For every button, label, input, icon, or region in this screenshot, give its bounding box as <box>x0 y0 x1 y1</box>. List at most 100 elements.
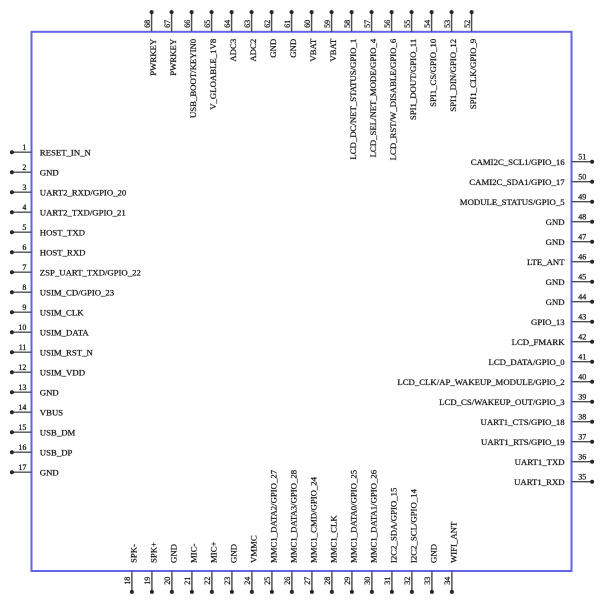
svg-text:UART2_RXD/GPIO_20: UART2_RXD/GPIO_20 <box>40 187 127 197</box>
svg-text:45: 45 <box>578 272 586 281</box>
svg-text:V_GLOABLE_1V8: V_GLOABLE_1V8 <box>208 38 218 110</box>
svg-text:25: 25 <box>263 577 272 585</box>
svg-text:10: 10 <box>18 323 26 332</box>
svg-text:67: 67 <box>163 20 172 28</box>
svg-text:27: 27 <box>303 577 312 585</box>
svg-text:4: 4 <box>22 203 26 212</box>
svg-text:VBAT: VBAT <box>328 38 338 62</box>
svg-text:SPI1_DOUT/GPIO_11: SPI1_DOUT/GPIO_11 <box>408 39 418 120</box>
svg-text:62: 62 <box>263 20 272 28</box>
svg-text:VBUS: VBUS <box>40 407 63 417</box>
svg-text:USIM_VDD: USIM_VDD <box>40 367 85 377</box>
svg-text:36: 36 <box>578 452 586 461</box>
svg-text:HOST_TXD: HOST_TXD <box>40 227 85 237</box>
svg-text:UART1_CTS/GPIO_18: UART1_CTS/GPIO_18 <box>481 417 566 427</box>
svg-text:HOST_RXD: HOST_RXD <box>40 247 86 257</box>
svg-text:55: 55 <box>403 20 412 28</box>
svg-text:53: 53 <box>443 20 452 28</box>
svg-text:24: 24 <box>243 577 252 585</box>
svg-text:6: 6 <box>22 243 26 252</box>
svg-text:MIC-: MIC- <box>188 543 198 563</box>
svg-text:MMC1_DATA2/GPIO_27: MMC1_DATA2/GPIO_27 <box>268 469 278 563</box>
svg-text:I2C2_SCL/GPIO_14: I2C2_SCL/GPIO_14 <box>408 488 418 563</box>
svg-text:USIM_CD/GPIO_23: USIM_CD/GPIO_23 <box>40 287 115 297</box>
svg-text:GND: GND <box>268 39 278 58</box>
svg-text:37: 37 <box>578 432 586 441</box>
svg-text:SPK-: SPK- <box>128 544 138 563</box>
svg-text:UART2_TXD/GPIO_21: UART2_TXD/GPIO_21 <box>40 207 126 217</box>
svg-text:ADC3: ADC3 <box>228 38 238 61</box>
svg-text:39: 39 <box>578 392 586 401</box>
svg-text:59: 59 <box>323 20 332 28</box>
svg-text:PWRKEY: PWRKEY <box>148 38 158 76</box>
svg-text:GND: GND <box>288 39 298 58</box>
svg-text:USIM_DATA: USIM_DATA <box>40 327 90 337</box>
svg-text:LCD_SEL/NET_MODE/GPIO_4: LCD_SEL/NET_MODE/GPIO_4 <box>368 38 378 157</box>
svg-text:42: 42 <box>578 332 586 341</box>
svg-text:8: 8 <box>22 283 26 292</box>
svg-text:WIFI_ANT: WIFI_ANT <box>448 521 458 563</box>
svg-text:7: 7 <box>22 263 26 272</box>
svg-text:68: 68 <box>143 20 152 28</box>
svg-text:11: 11 <box>19 343 27 352</box>
svg-text:65: 65 <box>203 20 212 28</box>
svg-text:40: 40 <box>578 372 586 381</box>
svg-text:LCD_RST/W_DISABLE/GPIO_6: LCD_RST/W_DISABLE/GPIO_6 <box>388 38 398 160</box>
svg-text:USIM_CLK: USIM_CLK <box>40 307 84 317</box>
svg-text:MMC1_DATA3/GPIO_28: MMC1_DATA3/GPIO_28 <box>288 469 298 563</box>
svg-text:CAMI2C_SCL1/GPIO_16: CAMI2C_SCL1/GPIO_16 <box>471 157 565 167</box>
svg-text:49: 49 <box>578 192 586 201</box>
svg-text:GND: GND <box>40 387 59 397</box>
svg-text:MMC1_CLK: MMC1_CLK <box>328 515 338 563</box>
svg-text:35: 35 <box>578 472 586 481</box>
svg-text:51: 51 <box>578 152 586 161</box>
svg-text:16: 16 <box>18 443 26 452</box>
svg-text:MMC1_DATA1/GPIO_26: MMC1_DATA1/GPIO_26 <box>368 469 378 563</box>
svg-text:38: 38 <box>578 412 586 421</box>
svg-text:MMC1_CMD/GPIO_24: MMC1_CMD/GPIO_24 <box>308 476 318 563</box>
svg-text:VMMC: VMMC <box>248 535 258 563</box>
svg-text:58: 58 <box>343 20 352 28</box>
svg-text:32: 32 <box>403 577 412 585</box>
svg-text:USB_BOOT/KEYIN0: USB_BOOT/KEYIN0 <box>188 38 198 118</box>
svg-text:63: 63 <box>243 20 252 28</box>
svg-text:PWRKEY: PWRKEY <box>168 38 178 76</box>
svg-text:SPK+: SPK+ <box>148 542 158 563</box>
svg-text:I2C2_SDA/GPIO_15: I2C2_SDA/GPIO_15 <box>388 487 398 563</box>
svg-text:SPI1_CLK/GPIO_9: SPI1_CLK/GPIO_9 <box>468 38 478 109</box>
svg-text:GND: GND <box>40 467 59 477</box>
svg-text:64: 64 <box>223 20 232 28</box>
svg-text:LCD_FMARK: LCD_FMARK <box>512 337 566 347</box>
svg-text:57: 57 <box>363 20 372 28</box>
svg-text:29: 29 <box>343 577 352 585</box>
svg-text:30: 30 <box>363 577 372 585</box>
svg-text:47: 47 <box>578 232 586 241</box>
svg-text:21: 21 <box>183 577 192 585</box>
svg-text:SPI1_CS/GPIO_10: SPI1_CS/GPIO_10 <box>428 38 438 107</box>
svg-text:41: 41 <box>578 352 586 361</box>
svg-text:26: 26 <box>283 577 292 585</box>
svg-text:RESET_IN_N: RESET_IN_N <box>40 147 92 157</box>
svg-text:43: 43 <box>578 312 586 321</box>
svg-text:54: 54 <box>423 20 432 28</box>
svg-text:28: 28 <box>323 577 332 585</box>
svg-text:MIC+: MIC+ <box>208 541 218 563</box>
svg-text:20: 20 <box>163 577 172 585</box>
svg-text:USB_DM: USB_DM <box>40 427 76 437</box>
svg-text:19: 19 <box>143 577 152 585</box>
svg-text:9: 9 <box>22 303 26 312</box>
svg-text:31: 31 <box>383 577 392 585</box>
svg-text:LCD_CS/WAKEUP_OUT/GPIO_3: LCD_CS/WAKEUP_OUT/GPIO_3 <box>439 397 565 407</box>
svg-text:1: 1 <box>22 143 26 152</box>
svg-text:12: 12 <box>18 363 26 372</box>
svg-text:3: 3 <box>22 183 26 192</box>
svg-text:GND: GND <box>546 297 565 307</box>
svg-text:GND: GND <box>168 544 178 563</box>
svg-text:56: 56 <box>383 20 392 28</box>
svg-text:SPI1_DIN/GPIO_12: SPI1_DIN/GPIO_12 <box>448 39 458 112</box>
svg-text:GND: GND <box>546 217 565 227</box>
svg-text:ADC2: ADC2 <box>248 39 258 62</box>
svg-text:22: 22 <box>203 577 212 585</box>
svg-text:61: 61 <box>283 20 292 28</box>
svg-text:34: 34 <box>443 577 452 585</box>
